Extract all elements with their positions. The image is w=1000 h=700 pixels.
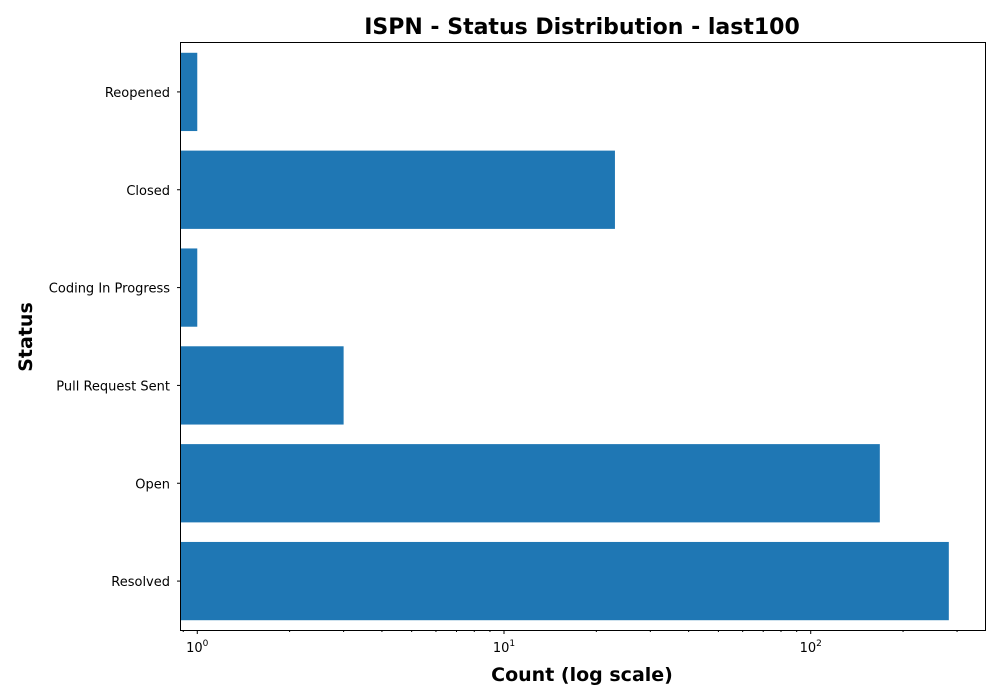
plot-frame xyxy=(180,42,986,631)
bars-group xyxy=(181,52,949,621)
bar-resolved xyxy=(181,541,949,621)
y-tick-label: Coding In Progress xyxy=(49,282,170,297)
y-axis-label: Status xyxy=(15,302,37,372)
x-tick-label: 100 xyxy=(186,639,209,656)
bar-reopened xyxy=(181,52,198,132)
chart-title: ISPN - Status Distribution - last100 xyxy=(364,15,800,40)
x-tick-label: 102 xyxy=(800,639,822,656)
y-ticks-group: Resolved Open Pull Request Sent Coding In P… xyxy=(49,86,181,590)
y-tick-label: Closed xyxy=(126,184,170,199)
bar-closed xyxy=(181,150,615,229)
y-tick-label: Reopened xyxy=(105,86,170,101)
bar-pull-request-sent xyxy=(181,346,344,425)
bar-coding-in-progress xyxy=(181,248,198,327)
bar-open xyxy=(181,444,880,523)
y-tick-label: Open xyxy=(135,477,170,492)
x-ticks-group: 100 101 102 xyxy=(182,630,958,656)
y-tick-label: Pull Request Sent xyxy=(56,379,170,394)
y-tick-label: Resolved xyxy=(111,575,170,590)
x-tick-label: 101 xyxy=(493,639,515,656)
x-axis-label: Count (log scale) xyxy=(491,664,673,686)
